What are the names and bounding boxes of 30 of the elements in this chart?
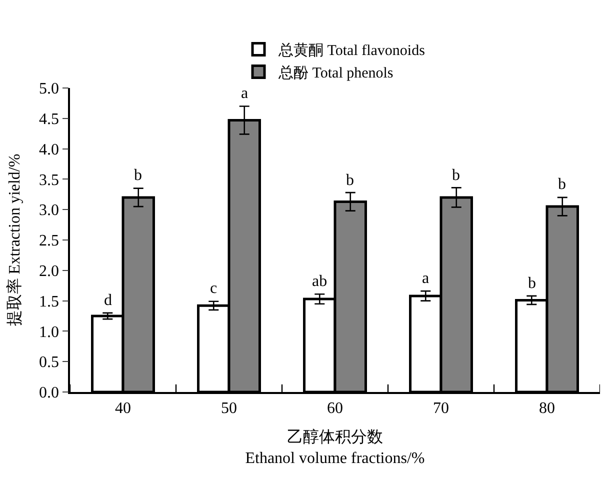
y-tick-label: 2.5 <box>39 232 60 250</box>
annotation: b <box>134 167 142 184</box>
y-axis-title: 提取率 Extraction yield/% <box>5 154 24 326</box>
annotation: b <box>346 172 354 189</box>
x-tick-label: 60 <box>327 400 343 417</box>
x-tick-label: 40 <box>115 400 131 417</box>
y-tick-label: 4.0 <box>39 141 60 158</box>
y-tick-label: 4.5 <box>39 111 60 128</box>
annotation: a <box>422 270 430 287</box>
annotation: a <box>241 85 248 102</box>
x-tick-label: 70 <box>433 400 449 417</box>
y-tick-label: 1.5 <box>39 293 60 310</box>
y-tick-label: 5.0 <box>39 80 60 98</box>
annotation: b <box>528 275 536 292</box>
y-tick-label: 1.0 <box>39 324 60 341</box>
y-tick-label: 3.5 <box>39 172 60 189</box>
annotation: c <box>210 280 218 297</box>
legend-label: 总酚 Total phenols <box>278 64 394 82</box>
annotation: b <box>452 167 460 184</box>
y-tick-label: 0.0 <box>39 384 60 402</box>
y-tick-label: 2.0 <box>39 263 60 280</box>
y-tick-label: 0.5 <box>39 354 60 372</box>
x-tick-label: 80 <box>539 400 555 417</box>
y-tick-label: 3.0 <box>39 202 60 220</box>
annotation: b <box>558 176 566 193</box>
x-tick-label: 50 <box>221 400 237 417</box>
legend-label: 总黄酮 Total flavonoids <box>278 42 426 60</box>
annotation: d <box>104 292 112 309</box>
annotation: ab <box>312 273 328 290</box>
x-axis-title: 乙醇体积分数 Ethanol volume fractions/% <box>245 428 425 467</box>
